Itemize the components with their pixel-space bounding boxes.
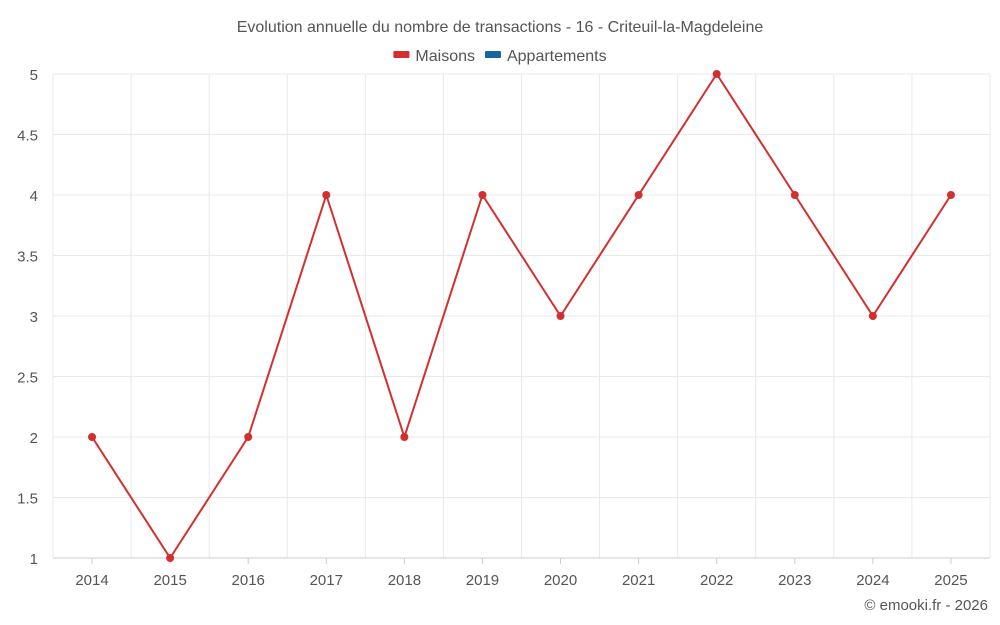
y-tick-label: 1 (30, 551, 38, 568)
x-tick-label: 2016 (232, 572, 265, 589)
data-point (556, 312, 565, 320)
data-point (166, 554, 175, 562)
x-tick-label: 2023 (778, 572, 811, 589)
series-line-maisons (91, 73, 952, 559)
x-axis: 2014 2015 2016 2017 2018 2019 2020 2021 2022 2023… (75, 558, 968, 589)
legend-item-appartements: Appartements (484, 48, 607, 65)
x-tick-label: 2015 (153, 572, 186, 589)
legend: Maisons Appartements (393, 48, 607, 65)
legend-swatch (484, 51, 501, 58)
legend-item-maisons: Maisons (393, 48, 475, 65)
grid (52, 73, 991, 559)
x-tick-label: 2019 (466, 572, 499, 589)
data-point (400, 433, 409, 441)
data-point (88, 433, 97, 441)
y-tick-label: 4 (30, 188, 38, 205)
legend-label: Appartements (507, 48, 607, 65)
y-axis: 1 1.5 2 2.5 3 3.5 4 4.5 5 (17, 67, 38, 568)
y-tick-label: 2 (30, 430, 38, 447)
chart-title: Evolution annuelle du nombre de transact… (237, 19, 764, 36)
y-tick-label: 3 (30, 309, 38, 326)
data-point (790, 191, 799, 199)
data-point (322, 191, 331, 199)
x-tick-label: 2022 (700, 572, 733, 589)
y-tick-label: 1.5 (17, 491, 38, 508)
data-point (868, 312, 877, 320)
y-tick-label: 5 (30, 67, 38, 84)
series-layer (88, 70, 955, 562)
data-point (712, 70, 721, 78)
y-tick-label: 2.5 (17, 370, 38, 387)
y-tick-label: 3.5 (17, 249, 38, 266)
credit-text: © emooki.fr - 2026 (864, 597, 988, 614)
data-point (244, 433, 253, 441)
legend-swatch (393, 51, 410, 58)
data-point (634, 191, 643, 199)
y-tick-label: 4.5 (17, 128, 38, 145)
x-tick-label: 2014 (75, 572, 108, 589)
legend-label: Maisons (415, 48, 475, 65)
data-point (946, 191, 955, 199)
x-tick-label: 2024 (856, 572, 889, 589)
x-tick-label: 2025 (934, 572, 967, 589)
data-point (478, 191, 487, 199)
x-tick-label: 2017 (310, 572, 343, 589)
x-tick-label: 2020 (544, 572, 577, 589)
x-tick-label: 2021 (622, 572, 655, 589)
x-tick-label: 2018 (388, 572, 421, 589)
